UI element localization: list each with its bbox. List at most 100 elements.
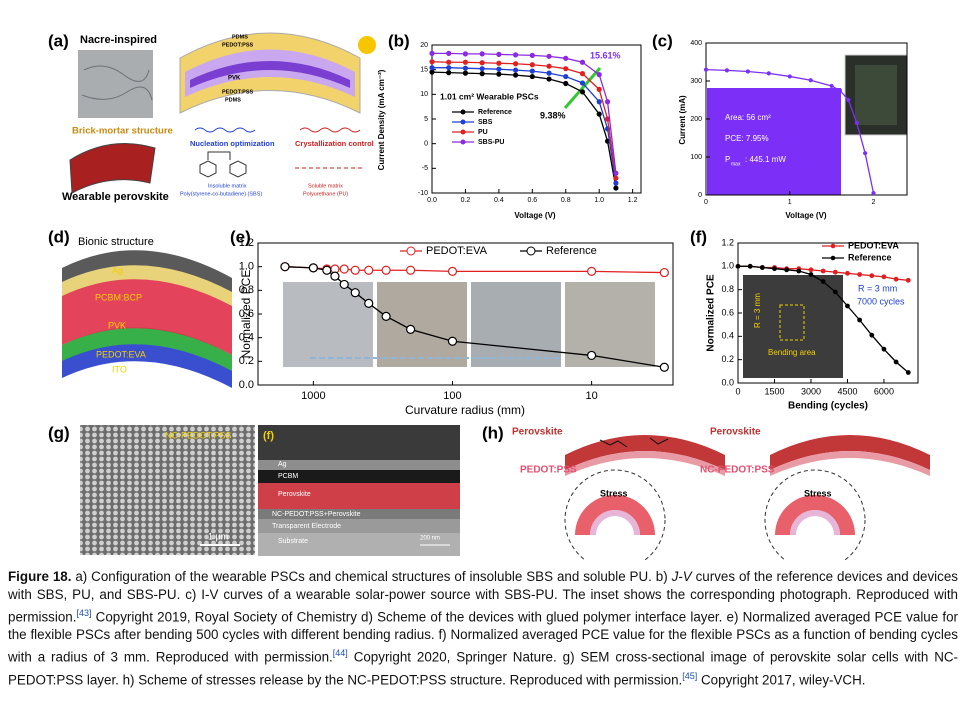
y-tick-label: 0.0: [239, 379, 254, 391]
legend-marker: [830, 243, 836, 249]
layer-label: Perovskite: [278, 491, 311, 498]
y-tick-label: 0.6: [721, 307, 734, 317]
data-point: [808, 78, 813, 83]
sem-image: [80, 425, 255, 555]
data-point: [364, 265, 374, 275]
label: Perovskite: [512, 427, 563, 438]
y-tick-label: -5: [422, 165, 428, 172]
data-point: [784, 267, 790, 273]
legend-label: Reference: [478, 109, 512, 116]
layer: [62, 250, 232, 292]
label: NC-PEDOT:PSS: [700, 465, 775, 476]
data-point: [845, 303, 850, 309]
legend-label: PU: [478, 129, 488, 136]
layer-label: Ag: [112, 265, 123, 275]
data-point: [479, 60, 485, 66]
layer: [565, 435, 725, 470]
y-tick-label: 0.0: [721, 377, 734, 387]
x-axis-label: Curvature radius (mm): [405, 403, 525, 417]
data-point: [446, 50, 452, 56]
label: Wearable perovskite: [62, 191, 169, 203]
panel-a: (a) Nacre-inspired Brick-mortar structur…: [48, 31, 376, 203]
layer: [775, 495, 855, 535]
annotation: max: [731, 161, 741, 167]
data-point: [832, 269, 838, 275]
data-point: [429, 69, 435, 75]
data-point: [339, 264, 349, 274]
legend-marker: [460, 109, 466, 115]
panel-label: (f): [263, 430, 274, 442]
label: PEDOT:PSS: [520, 465, 577, 476]
data-point: [787, 74, 792, 79]
layer-label: PCBM:BCP: [95, 292, 142, 302]
annotation: R = 3 mm: [858, 283, 897, 293]
data-point: [512, 72, 519, 78]
panel-label: (d): [48, 227, 70, 246]
legend-marker: [460, 129, 466, 135]
data-point: [563, 66, 569, 72]
data-point: [820, 279, 826, 284]
data-point: [330, 271, 340, 281]
layer-label: PDMS: [225, 97, 241, 103]
data-point: [479, 71, 485, 77]
y-tick-label: 100: [690, 154, 702, 161]
x-tick-label: 10: [585, 390, 597, 402]
data-point: [579, 71, 586, 77]
data-point: [796, 268, 802, 274]
x-axis-label: Voltage (V): [514, 211, 556, 220]
data-point: [579, 80, 586, 86]
layer-label: ITO: [112, 364, 127, 374]
layer-label: Transparent Electrode: [272, 523, 341, 530]
data-point: [766, 71, 771, 76]
data-point: [462, 70, 469, 76]
layer-label: PCBM: [278, 473, 298, 480]
layer-label: Ag: [278, 461, 287, 468]
layer: [575, 495, 655, 535]
layer-label: PVK: [228, 76, 241, 82]
data-point: [893, 359, 899, 365]
data-point: [735, 263, 741, 269]
data-point: [604, 99, 611, 105]
layer: [190, 61, 350, 88]
data-point: [350, 265, 360, 275]
data-point: [745, 69, 750, 74]
layer-label: PEDOT:PSS: [222, 89, 254, 95]
data-point: [832, 289, 838, 295]
panel-d: (d) Bionic structure Ag PCBM:BCP PVK PED…: [48, 227, 232, 388]
sun: [358, 36, 376, 54]
data-point: [447, 266, 458, 276]
label: Insoluble matrix: [208, 183, 247, 189]
layer-label: PEDOT:EVA: [96, 349, 146, 359]
layer-label: PVK: [108, 320, 126, 330]
caption: Figure 18. a) Configuration of the weara…: [8, 568, 958, 689]
annotation: P: [725, 155, 730, 164]
y-tick-label: 0.8: [721, 284, 734, 294]
x-tick-label: 6000: [874, 386, 894, 396]
annotation: Bending area: [768, 348, 816, 357]
legend-marker: [460, 139, 466, 145]
layer-label: NC-PEDOT:PSS+Perovskite: [272, 511, 361, 518]
y-tick-label: 0.6: [239, 308, 254, 320]
y-tick-label: 400: [690, 40, 702, 47]
legend-label: Reference: [546, 245, 597, 257]
label: Brick-mortar structure: [72, 126, 173, 137]
label: Polyurethane (PU): [303, 191, 348, 197]
legend-label: PEDOT:EVA: [848, 240, 899, 250]
data-point: [854, 120, 859, 125]
data-point: [381, 265, 391, 275]
layer: [258, 460, 460, 470]
y-axis-label: Current Density (mA cm⁻²): [377, 69, 386, 170]
data-point: [563, 55, 569, 61]
data-point: [905, 370, 911, 375]
legend-label: SBS-PU: [478, 139, 504, 146]
data-point: [869, 332, 875, 338]
photo: [565, 282, 655, 367]
bending-box: [779, 304, 805, 341]
panel-h: (h) Perovskite PEDOT:PSS Stress Perovski…: [482, 423, 930, 560]
caption-text: J-V: [671, 569, 692, 584]
data-point: [596, 86, 602, 93]
annotation: PCE: 7.95%: [725, 134, 769, 143]
y-tick-label: 0.4: [239, 332, 254, 344]
layer: [62, 277, 232, 355]
x-axis-label: Bending (cycles): [788, 401, 868, 412]
